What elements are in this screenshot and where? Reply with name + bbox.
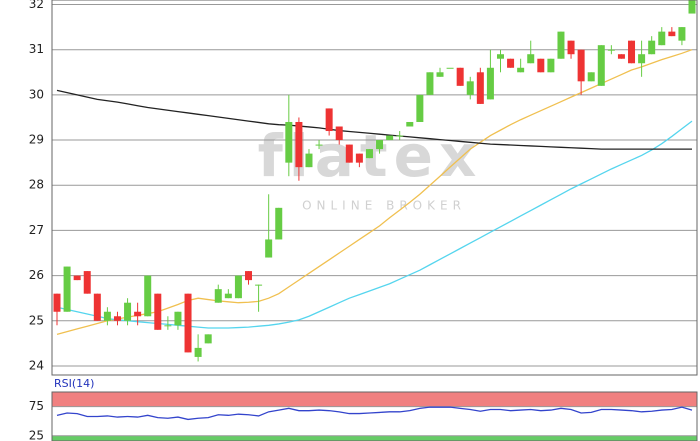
candle-body bbox=[577, 49, 585, 82]
candle-body bbox=[396, 135, 404, 137]
candle-body bbox=[214, 289, 222, 303]
candle-body bbox=[305, 153, 313, 168]
candle-body bbox=[224, 293, 232, 299]
candle-body bbox=[466, 81, 474, 95]
candle-body bbox=[376, 140, 384, 150]
candle-body bbox=[426, 72, 434, 95]
line-series bbox=[56, 120, 693, 329]
candle-body bbox=[628, 40, 636, 64]
y-tick-label: 29 bbox=[29, 133, 44, 147]
candle-body bbox=[164, 325, 172, 327]
candle-body bbox=[638, 54, 646, 64]
candle-body bbox=[557, 31, 565, 59]
candle-body bbox=[386, 135, 394, 141]
y-tick-label: 25 bbox=[29, 313, 44, 327]
candle-body bbox=[436, 72, 444, 77]
plot-border bbox=[51, 391, 698, 441]
candle-body bbox=[63, 266, 71, 312]
candle-body bbox=[406, 121, 414, 127]
candle-body bbox=[204, 334, 212, 344]
y-tick-label: 25 bbox=[29, 428, 44, 441]
candle-body bbox=[355, 153, 363, 163]
line-series bbox=[56, 406, 693, 421]
watermark-tagline: ONLINE BROKER bbox=[302, 199, 466, 213]
candle-body bbox=[103, 311, 111, 321]
candle-body bbox=[597, 45, 605, 86]
candle-body bbox=[325, 108, 333, 132]
candle-body bbox=[275, 207, 283, 240]
candle-body bbox=[154, 293, 162, 330]
candle-body bbox=[668, 31, 676, 37]
candle-body bbox=[446, 67, 454, 69]
candle-body bbox=[486, 67, 494, 100]
plot-area bbox=[52, 392, 697, 441]
candle-body bbox=[335, 126, 343, 141]
candle-body bbox=[93, 293, 101, 321]
plot-area bbox=[52, 0, 697, 367]
y-tick-label: 32 bbox=[29, 0, 44, 11]
candle-body bbox=[53, 293, 61, 312]
candle-body bbox=[496, 54, 504, 59]
candle-body bbox=[265, 239, 273, 258]
candle-body bbox=[607, 49, 615, 51]
rsi-title: RSI(14) bbox=[54, 377, 94, 390]
candle-body bbox=[456, 67, 464, 86]
y-tick-label: 26 bbox=[29, 268, 44, 282]
y-tick-label: 31 bbox=[29, 42, 44, 56]
y-tick-label: 75 bbox=[29, 399, 44, 413]
band bbox=[52, 435, 697, 441]
candle-body bbox=[678, 27, 686, 41]
candle-body bbox=[245, 271, 253, 281]
candle-body bbox=[476, 72, 484, 104]
plot-border bbox=[51, 0, 698, 376]
candle-body bbox=[184, 293, 192, 353]
candle-body bbox=[587, 72, 595, 82]
candle-body bbox=[234, 275, 242, 299]
candle-body bbox=[73, 275, 81, 281]
candle-body bbox=[255, 284, 263, 286]
candle-body bbox=[345, 144, 353, 163]
line-series bbox=[56, 49, 693, 335]
candle-body bbox=[507, 58, 515, 68]
band bbox=[52, 392, 697, 407]
line-series bbox=[56, 89, 692, 150]
candle-body bbox=[144, 275, 152, 317]
candle-body bbox=[688, 0, 696, 14]
candle-body bbox=[174, 311, 182, 326]
y-tick-label: 27 bbox=[29, 223, 44, 237]
candle-body bbox=[547, 58, 555, 73]
candle-body bbox=[567, 40, 575, 55]
candle-body bbox=[124, 302, 132, 321]
candle-body bbox=[134, 311, 142, 317]
y-tick-label: 30 bbox=[29, 87, 44, 101]
candle-body bbox=[285, 121, 293, 163]
candle-body bbox=[113, 316, 121, 321]
candle-body bbox=[537, 58, 545, 73]
candle-body bbox=[527, 54, 535, 64]
candle-body bbox=[517, 67, 525, 73]
candle-body bbox=[315, 144, 323, 146]
candle-body bbox=[416, 94, 424, 122]
candle-body bbox=[658, 31, 666, 46]
candle-body bbox=[194, 347, 202, 357]
candle-body bbox=[295, 121, 303, 168]
candle-body bbox=[365, 149, 373, 159]
candle-body bbox=[617, 54, 625, 59]
y-tick-label: 24 bbox=[29, 358, 44, 372]
candle-body bbox=[648, 40, 656, 55]
candle-body bbox=[83, 271, 91, 294]
y-tick-label: 28 bbox=[29, 178, 44, 192]
